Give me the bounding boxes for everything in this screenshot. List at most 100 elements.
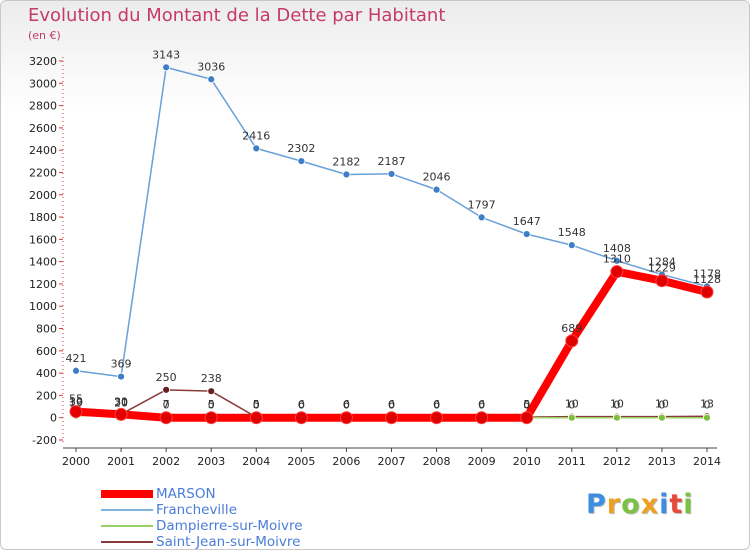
data-label: 3036	[197, 60, 225, 73]
data-point	[703, 413, 711, 422]
data-label: 0	[613, 399, 620, 412]
y-tick-label: 1800	[29, 211, 57, 224]
data-label: 31	[114, 395, 128, 408]
data-point	[339, 411, 353, 425]
y-tick-label: -200	[32, 434, 57, 447]
data-label: 6	[388, 398, 395, 411]
data-point	[204, 411, 218, 425]
data-label: 5	[523, 398, 530, 411]
data-label: 0	[388, 399, 395, 412]
data-label: 0	[433, 399, 440, 412]
data-label: 369	[111, 358, 132, 371]
data-label: 0	[343, 399, 350, 412]
data-label: 0	[523, 399, 530, 412]
data-label: 0	[253, 399, 260, 412]
y-tick-label: 1000	[29, 300, 57, 313]
proxiti-logo: Proxiti	[586, 489, 694, 520]
data-point	[612, 413, 621, 422]
data-label: 1797	[468, 198, 496, 211]
data-label: 421	[66, 352, 87, 365]
logo-letter: i	[683, 489, 694, 520]
data-point	[612, 256, 621, 265]
data-point	[567, 241, 576, 250]
data-label: 6	[343, 398, 350, 411]
y-tick-label: 400	[36, 367, 57, 380]
data-label: 30	[69, 395, 83, 408]
y-tick-label: 800	[36, 323, 57, 336]
data-point	[430, 411, 444, 425]
data-point	[475, 411, 489, 425]
legend-swatch	[101, 509, 153, 511]
data-label: 5	[253, 398, 260, 411]
data-point	[432, 185, 441, 194]
y-tick-label: 3200	[29, 55, 57, 68]
data-point	[252, 144, 261, 153]
x-tick-label: 2008	[423, 455, 451, 468]
data-label: 0	[298, 399, 305, 412]
data-point	[249, 411, 263, 425]
data-label: 1229	[648, 262, 676, 275]
data-label: 13	[700, 397, 714, 410]
logo-letter: o	[621, 489, 641, 520]
data-label: 1408	[603, 242, 631, 255]
data-label: 0	[253, 399, 260, 412]
data-label: 10	[565, 398, 579, 411]
data-label: 6	[298, 398, 305, 411]
series-line-francheville	[75, 66, 708, 378]
y-tick-label: 2200	[29, 166, 57, 179]
data-point	[522, 230, 531, 239]
logo-letter: x	[640, 489, 660, 520]
data-point	[567, 413, 576, 422]
legend-label: Dampierre-sur-Moivre	[156, 518, 303, 534]
data-label: 0	[523, 399, 530, 412]
y-tick-label: 200	[36, 389, 57, 402]
data-label: 0	[478, 399, 485, 412]
x-tick-label: 2013	[648, 455, 676, 468]
legend-swatch	[101, 541, 153, 543]
data-point	[207, 387, 216, 396]
data-point	[162, 385, 171, 394]
data-label: 7	[163, 398, 170, 411]
data-point	[72, 366, 80, 375]
x-tick-label: 2006	[332, 455, 360, 468]
data-point	[69, 405, 83, 419]
data-point	[700, 285, 714, 299]
data-label: 0	[208, 399, 215, 412]
x-tick-label: 2003	[197, 455, 225, 468]
x-tick-label: 2001	[107, 455, 135, 468]
y-tick-label: 2400	[29, 144, 57, 157]
data-label: 0	[298, 399, 305, 412]
data-point	[159, 411, 173, 425]
data-point	[658, 413, 666, 422]
y-tick-label: 2000	[29, 189, 57, 202]
data-label: 2046	[423, 171, 451, 184]
data-point	[207, 75, 216, 84]
data-point	[114, 407, 128, 421]
data-point	[162, 63, 171, 72]
y-tick-label: 3000	[29, 77, 57, 90]
data-label: 10	[655, 398, 669, 411]
y-tick-label: 2800	[29, 100, 57, 113]
data-point	[294, 411, 308, 425]
data-point	[117, 372, 125, 381]
data-label: 2187	[378, 155, 406, 168]
data-point	[477, 213, 486, 222]
logo-letter: P	[586, 489, 607, 520]
data-label: 0	[658, 399, 665, 412]
y-tick-label: 2600	[29, 122, 57, 135]
data-label: 1310	[603, 253, 631, 266]
chart-subtitle: (en €)	[28, 29, 61, 42]
data-point	[387, 170, 396, 178]
data-point	[342, 170, 351, 179]
data-label: 3143	[152, 48, 180, 61]
data-label: 0	[433, 399, 440, 412]
data-label: 1548	[558, 226, 586, 239]
data-label: 55	[69, 393, 83, 406]
data-label: 1647	[513, 215, 541, 228]
y-tick-label: 1600	[29, 233, 57, 246]
data-label: 0	[388, 399, 395, 412]
data-label: 2302	[287, 142, 315, 155]
y-tick-label: 0	[50, 412, 57, 425]
